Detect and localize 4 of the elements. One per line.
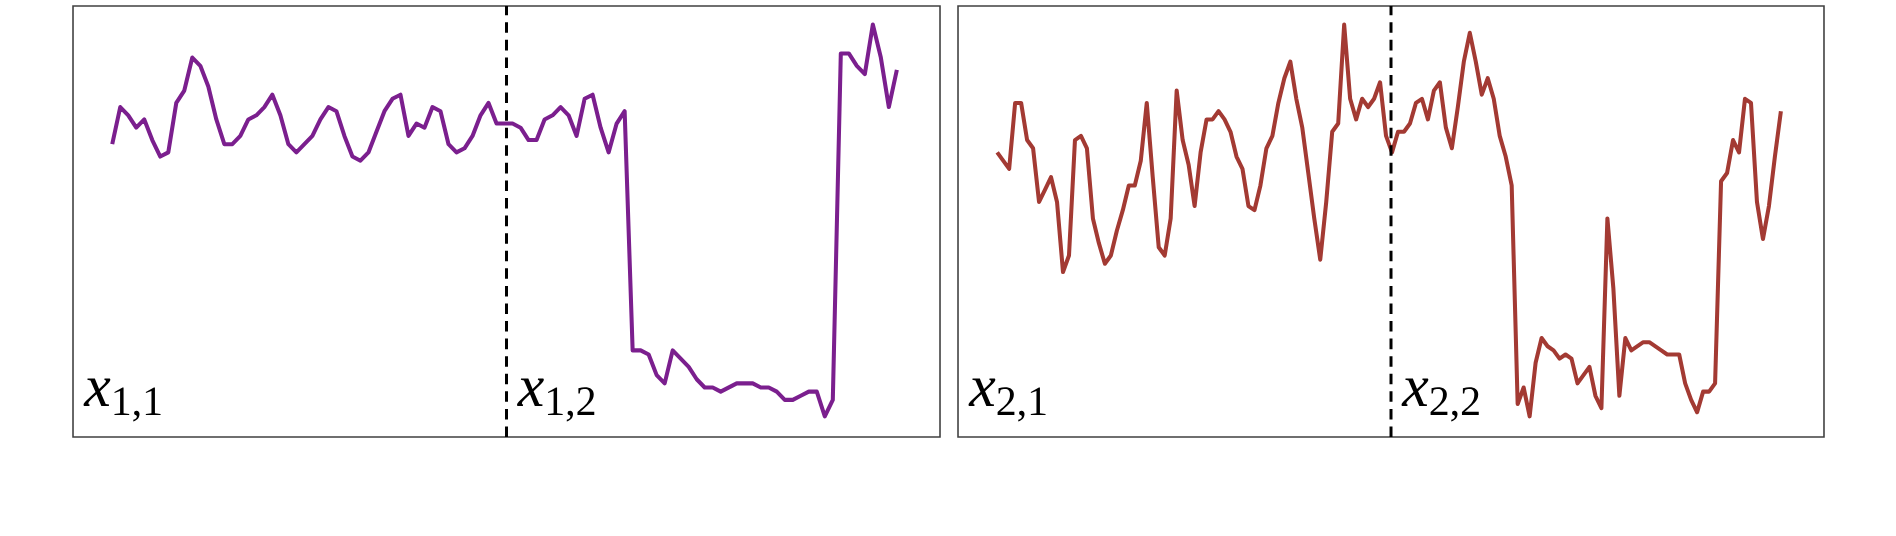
annotation: x$_{1,1}$ — [83, 378, 161, 422]
annotation: x$_{2,2}$ — [1401, 378, 1479, 422]
annotation: x$_{2,1}$ — [968, 378, 1046, 422]
annotation: x$_{1,2}$ — [517, 378, 595, 422]
